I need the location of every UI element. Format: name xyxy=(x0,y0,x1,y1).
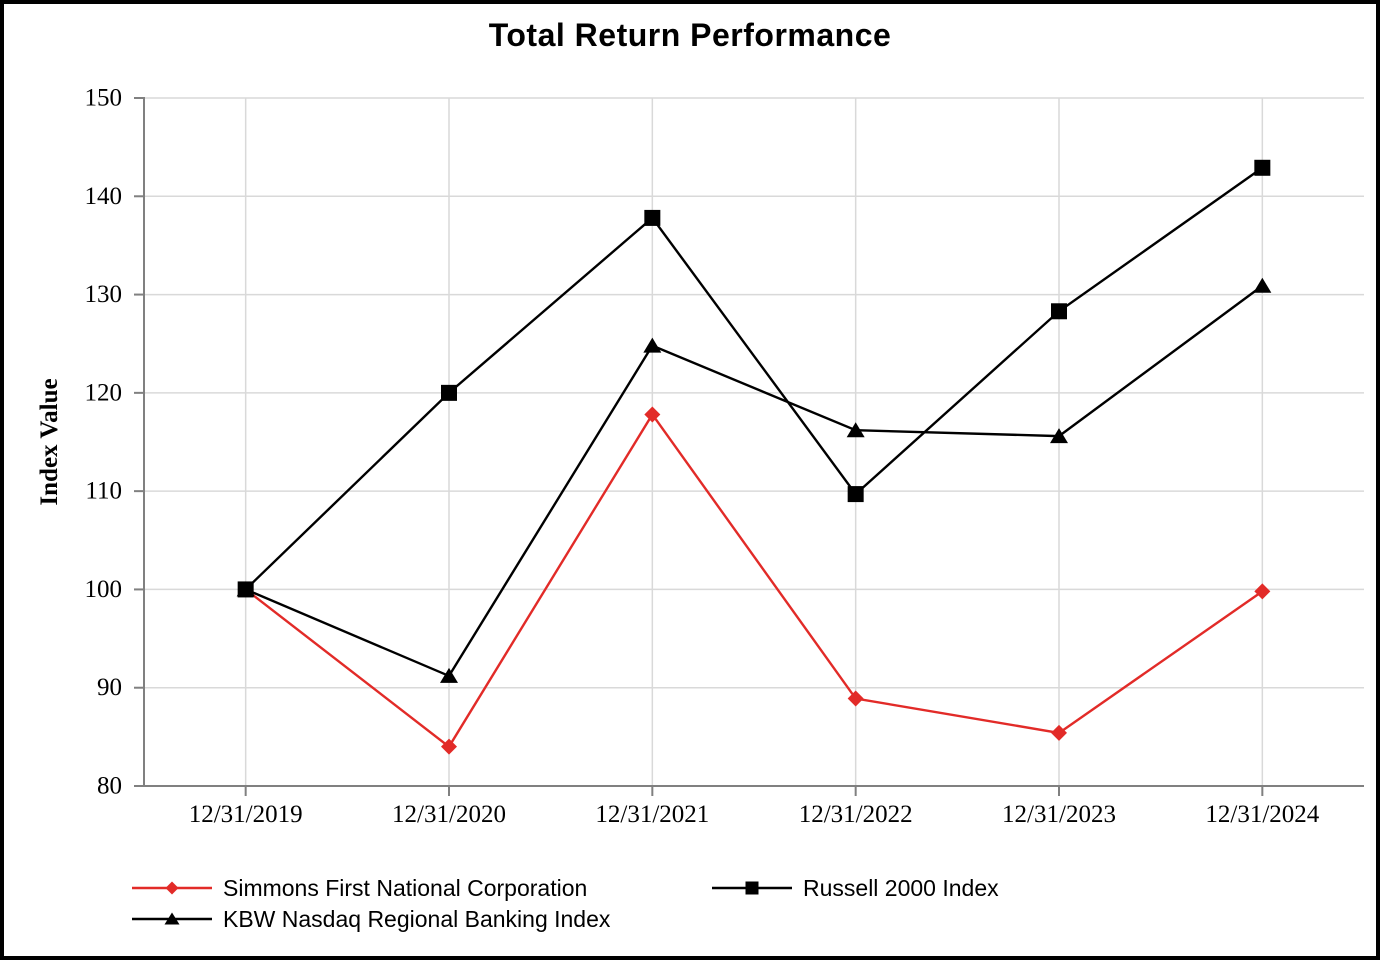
y-tick-label: 150 xyxy=(85,85,123,112)
data-point-square xyxy=(441,384,457,401)
legend-swatch-diamond-icon xyxy=(132,881,212,895)
data-point-square xyxy=(1254,159,1271,176)
series-line-0 xyxy=(244,412,1264,749)
y-tick-label: 130 xyxy=(85,281,123,308)
y-tick-label: 80 xyxy=(97,773,122,800)
x-tick-label: 12/31/2020 xyxy=(392,801,506,828)
x-tick-label: 12/31/2024 xyxy=(1205,801,1319,828)
data-point-diamond xyxy=(1254,583,1271,600)
chart-title: Total Return Performance xyxy=(488,17,892,53)
y-tick-label: 110 xyxy=(85,478,122,505)
legend-label: Simmons First National Corporation xyxy=(223,874,588,901)
legend-label: Russell 2000 Index xyxy=(803,874,999,901)
data-point-triangle xyxy=(643,337,662,353)
legend-swatch-triangle-icon xyxy=(132,912,212,925)
data-point-triangle xyxy=(440,667,458,683)
data-point-square xyxy=(847,486,864,503)
x-tick-label: 12/31/2021 xyxy=(595,801,709,828)
series-line-2 xyxy=(245,284,1264,678)
plot-area: 80 90 100 110 120 130 140 150 12/31/2019 12/31/20… xyxy=(85,85,1364,828)
data-point-square xyxy=(1051,303,1067,320)
legend-swatch-square-icon xyxy=(712,881,792,895)
legend-label: KBW Nasdaq Regional Banking Index xyxy=(223,905,611,932)
data-point-diamond xyxy=(1051,724,1067,741)
data-point-diamond xyxy=(644,406,661,423)
data-point-triangle xyxy=(1050,428,1068,444)
x-tick-label: 12/31/2022 xyxy=(799,801,913,828)
legend-marker-square xyxy=(745,881,759,895)
y-tick-label: 90 xyxy=(97,674,122,701)
legend-marker-triangle xyxy=(164,912,180,925)
data-point-triangle xyxy=(1253,277,1272,293)
data-point-diamond xyxy=(847,690,864,707)
y-tick-label: 100 xyxy=(85,576,123,603)
legend-item-simmons: Simmons First National Corporation xyxy=(132,874,588,901)
x-tick-label: 12/31/2023 xyxy=(1002,801,1116,828)
legend-item-russell: Russell 2000 Index xyxy=(712,874,999,901)
data-point-diamond xyxy=(441,738,457,755)
x-tick-label: 12/31/2019 xyxy=(189,801,303,828)
data-point-triangle xyxy=(846,422,865,438)
legend-marker-diamond xyxy=(165,881,179,895)
data-point-triangle xyxy=(236,581,255,597)
legend-item-kbw: KBW Nasdaq Regional Banking Index xyxy=(132,905,611,932)
series-line-1 xyxy=(244,166,1264,591)
y-tick-label: 120 xyxy=(85,379,123,406)
y-tick-label: 140 xyxy=(85,183,123,210)
data-point-square xyxy=(644,209,661,226)
